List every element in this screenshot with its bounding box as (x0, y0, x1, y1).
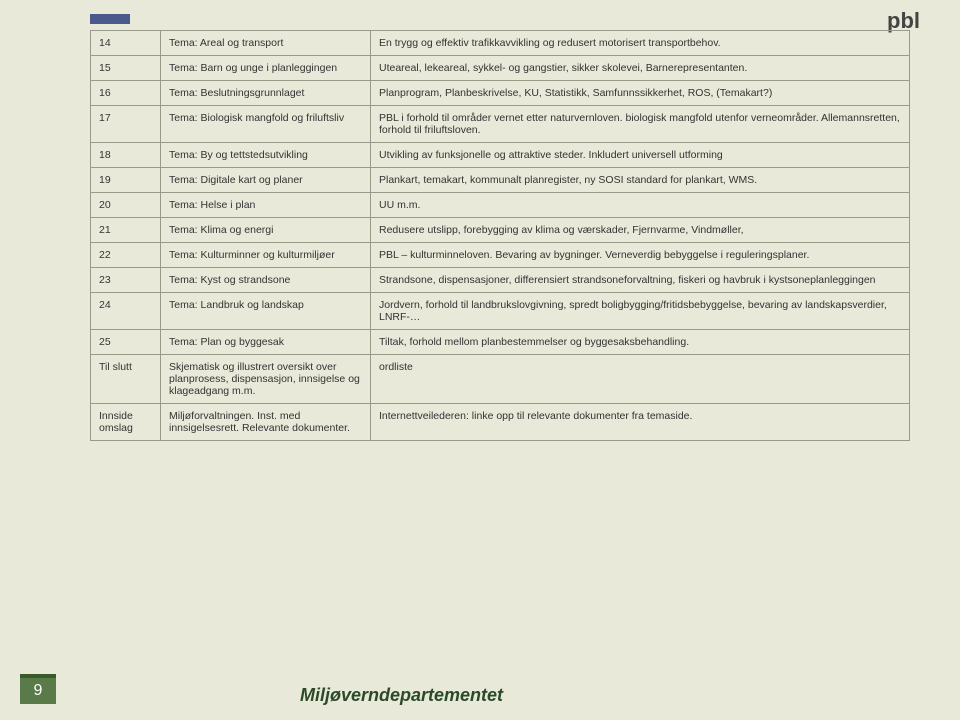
cell-c1: 14 (91, 31, 161, 56)
cell-c1: 23 (91, 268, 161, 293)
cell-c1: 15 (91, 56, 161, 81)
header-accent (90, 14, 130, 24)
cell-c2: Tema: Digitale kart og planer (161, 168, 371, 193)
cell-c2: Skjematisk og illustrert oversikt over p… (161, 355, 371, 404)
table-row: 20Tema: Helse i planUU m.m. (91, 193, 910, 218)
cell-c3: Strandsone, dispensasjoner, differensier… (371, 268, 910, 293)
cell-c3: Planprogram, Planbeskrivelse, KU, Statis… (371, 81, 910, 106)
table-row: Innside omslagMiljøforvaltningen. Inst. … (91, 404, 910, 441)
cell-c2: Tema: Biologisk mangfold og friluftsliv (161, 106, 371, 143)
table-row: 21Tema: Klima og energiRedusere utslipp,… (91, 218, 910, 243)
table-row: Til sluttSkjematisk og illustrert oversi… (91, 355, 910, 404)
cell-c1: 21 (91, 218, 161, 243)
cell-c1: 17 (91, 106, 161, 143)
cell-c2: Tema: Areal og transport (161, 31, 371, 56)
page-number: 9 (20, 674, 56, 704)
cell-c3: Internettveilederen: linke opp til relev… (371, 404, 910, 441)
cell-c1: 20 (91, 193, 161, 218)
cell-c1: 24 (91, 293, 161, 330)
cell-c3: PBL – kulturminneloven. Bevaring av bygn… (371, 243, 910, 268)
cell-c3: Tiltak, forhold mellom planbestemmelser … (371, 330, 910, 355)
cell-c3: PBL i forhold til områder vernet etter n… (371, 106, 910, 143)
cell-c1: 22 (91, 243, 161, 268)
themes-table: 14Tema: Areal og transportEn trygg og ef… (90, 30, 910, 441)
table-row: 16Tema: BeslutningsgrunnlagetPlanprogram… (91, 81, 910, 106)
cell-c1: 19 (91, 168, 161, 193)
table-row: 23Tema: Kyst og strandsoneStrandsone, di… (91, 268, 910, 293)
table-content: 14Tema: Areal og transportEn trygg og ef… (90, 30, 910, 441)
table-row: 22Tema: Kulturminner og kulturmiljøerPBL… (91, 243, 910, 268)
table-row: 25Tema: Plan og byggesakTiltak, forhold … (91, 330, 910, 355)
cell-c2: Tema: By og tettstedsutvikling (161, 143, 371, 168)
cell-c1: Til slutt (91, 355, 161, 404)
cell-c1: Innside omslag (91, 404, 161, 441)
cell-c3: Uteareal, lekeareal, sykkel- og gangstie… (371, 56, 910, 81)
table-row: 14Tema: Areal og transportEn trygg og ef… (91, 31, 910, 56)
cell-c2: Tema: Helse i plan (161, 193, 371, 218)
table-row: 24Tema: Landbruk og landskapJordvern, fo… (91, 293, 910, 330)
cell-c3: Redusere utslipp, forebygging av klima o… (371, 218, 910, 243)
table-row: 18Tema: By og tettstedsutviklingUtviklin… (91, 143, 910, 168)
cell-c2: Tema: Beslutningsgrunnlaget (161, 81, 371, 106)
department-label: Miljøverndepartementet (300, 685, 503, 706)
cell-c1: 16 (91, 81, 161, 106)
cell-c3: En trygg og effektiv trafikkavvikling og… (371, 31, 910, 56)
cell-c3: ordliste (371, 355, 910, 404)
cell-c1: 18 (91, 143, 161, 168)
table-row: 19Tema: Digitale kart og planerPlankart,… (91, 168, 910, 193)
cell-c3: Jordvern, forhold til landbrukslovgivnin… (371, 293, 910, 330)
cell-c1: 25 (91, 330, 161, 355)
cell-c2: Tema: Barn og unge i planleggingen (161, 56, 371, 81)
cell-c2: Miljøforvaltningen. Inst. med innsigelse… (161, 404, 371, 441)
cell-c2: Tema: Landbruk og landskap (161, 293, 371, 330)
cell-c3: Utvikling av funksjonelle og attraktive … (371, 143, 910, 168)
table-row: 17Tema: Biologisk mangfold og friluftsli… (91, 106, 910, 143)
cell-c2: Tema: Plan og byggesak (161, 330, 371, 355)
cell-c2: Tema: Kyst og strandsone (161, 268, 371, 293)
table-row: 15Tema: Barn og unge i planleggingenUtea… (91, 56, 910, 81)
cell-c2: Tema: Klima og energi (161, 218, 371, 243)
cell-c2: Tema: Kulturminner og kulturmiljøer (161, 243, 371, 268)
cell-c3: UU m.m. (371, 193, 910, 218)
cell-c3: Plankart, temakart, kommunalt planregist… (371, 168, 910, 193)
